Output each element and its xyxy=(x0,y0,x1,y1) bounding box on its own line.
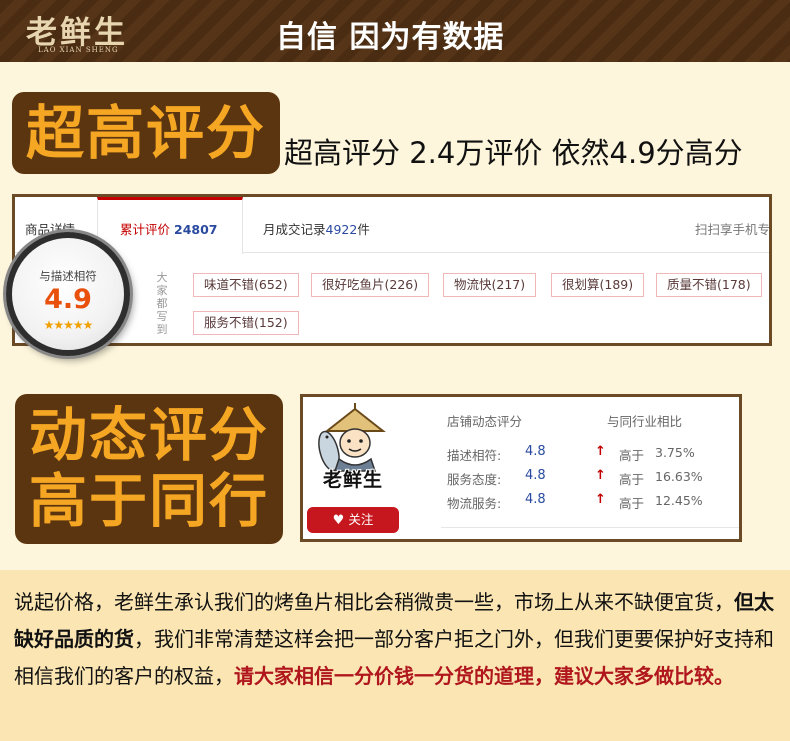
logo-main-text: 老鲜生 xyxy=(26,15,128,51)
dynamic-row-direction: 高于 xyxy=(619,496,645,511)
dynamic-row-percent: 16.63% xyxy=(655,469,703,484)
review-tag[interactable]: 质量不错(178) xyxy=(656,273,762,297)
shop-dynamic-score-panel: 老鲜生 ♥ 关注 店铺动态评分 与同行业相比 描述相符: 4.8 ↑ 高于 3.7… xyxy=(300,394,742,542)
star-rating-icon: ★★★★★ xyxy=(43,318,94,332)
panel-divider xyxy=(441,527,739,528)
tab-sales-suffix: 件 xyxy=(357,222,370,237)
price-statement-section: 说起价格，老鲜生承认我们的烤鱼片相比会稍微贵一些，市场上从来不缺便宜货，但太缺好… xyxy=(0,570,790,741)
statement-emphasis: 但太缺好品质的货 xyxy=(14,590,774,651)
rating-headline: 超高评分 2.4万评价 依然4.9分高分 xyxy=(284,136,743,170)
tab-sales-count: 4922 xyxy=(325,222,358,237)
dynamic-row-percent: 12.45% xyxy=(655,493,703,508)
review-tag[interactable]: 味道不错(652) xyxy=(193,273,299,297)
mascot-fisherman-icon xyxy=(318,403,386,472)
dynamic-row-percent: 3.75% xyxy=(655,445,695,460)
magnifier-score: 与描述相符 4.9 ★★★★★ xyxy=(6,232,130,356)
review-panel: 商品详情 累计评价 24807 月成交记录4922件 扫扫享手机专 大家都写到 味… xyxy=(12,194,772,346)
dynamic-row-direction: 高于 xyxy=(619,448,645,463)
magnifier-label: 与描述相符 xyxy=(39,269,97,283)
dynamic-row-label: 描述相符: xyxy=(447,448,502,463)
review-tag[interactable]: 物流快(217) xyxy=(443,273,537,297)
statement-part-3: ，我们非常清楚这样会把一部分客户拒之门外，但我们更要保护好支持和相信我们的客户的… xyxy=(14,627,774,688)
dynamic-row-direction: 高于 xyxy=(619,472,645,487)
review-tag[interactable]: 很好吃鱼片(226) xyxy=(311,273,430,297)
tab-sales-record[interactable]: 月成交记录4922件 xyxy=(263,219,370,238)
follow-label: 关注 xyxy=(348,512,374,527)
mascot-brand-text: 老鲜生 xyxy=(322,469,383,491)
dynamic-row-score: 4.8 xyxy=(525,468,546,483)
dynamic-row-score: 4.8 xyxy=(525,492,546,507)
logo-sub-text: LAO XIAN SHENG xyxy=(38,46,119,54)
heart-icon: ♥ xyxy=(332,513,345,528)
statement-part-1: 说起价格，老鲜生承认我们的烤鱼片相比会稍微贵一些，市场上从来不缺便宜货， xyxy=(14,590,734,614)
dynamic-score-header: 店铺动态评分 xyxy=(447,414,523,429)
high-rating-badge: 超高评分 xyxy=(12,92,280,174)
dynamic-row-score: 4.8 xyxy=(525,444,546,459)
price-statement: 说起价格，老鲜生承认我们的烤鱼片相比会稍微贵一些，市场上从来不缺便宜货，但太缺好… xyxy=(14,584,779,695)
industry-compare-header: 与同行业相比 xyxy=(607,414,683,429)
dynamic-row-label: 服务态度: xyxy=(447,472,502,487)
arrow-up-icon: ↑ xyxy=(595,492,606,507)
review-tag[interactable]: 很划算(189) xyxy=(551,273,645,297)
arrow-up-icon: ↑ xyxy=(595,468,606,483)
review-tag[interactable]: 服务不错(152) xyxy=(193,311,299,335)
badge-line-2: 高于同行 xyxy=(28,467,269,535)
magnifier-value: 4.9 xyxy=(44,284,92,315)
header-title: 自信 因为有数据 xyxy=(276,20,505,55)
tab-reviews-count: 24807 xyxy=(174,222,218,237)
tab-mobile-scan[interactable]: 扫扫享手机专 xyxy=(695,222,771,237)
arrow-up-icon: ↑ xyxy=(595,444,606,459)
header-banner: 老鲜生 LAO XIAN SHENG 自信 因为有数据 xyxy=(0,0,790,62)
tab-reviews-label: 累计评价 xyxy=(120,222,171,237)
badge-line-1: 动态评分 xyxy=(28,401,269,469)
brand-logo: 老鲜生 LAO XIAN SHENG xyxy=(0,0,150,62)
review-tabs: 商品详情 累计评价 24807 月成交记录4922件 扫扫享手机专 xyxy=(15,197,771,254)
tab-reviews[interactable]: 累计评价 24807 xyxy=(97,197,243,254)
tab-sales-prefix: 月成交记录 xyxy=(263,222,326,237)
dynamic-row-label: 物流服务: xyxy=(447,496,502,511)
dynamic-score-badge: 动态评分 高于同行 xyxy=(15,394,283,544)
tags-vertical-label: 大家都写到 xyxy=(156,271,168,336)
follow-button[interactable]: ♥ 关注 xyxy=(307,507,399,533)
statement-call-to-action: 请大家相信一分价钱一分货的道理，建议大家多做比较。 xyxy=(234,664,734,688)
